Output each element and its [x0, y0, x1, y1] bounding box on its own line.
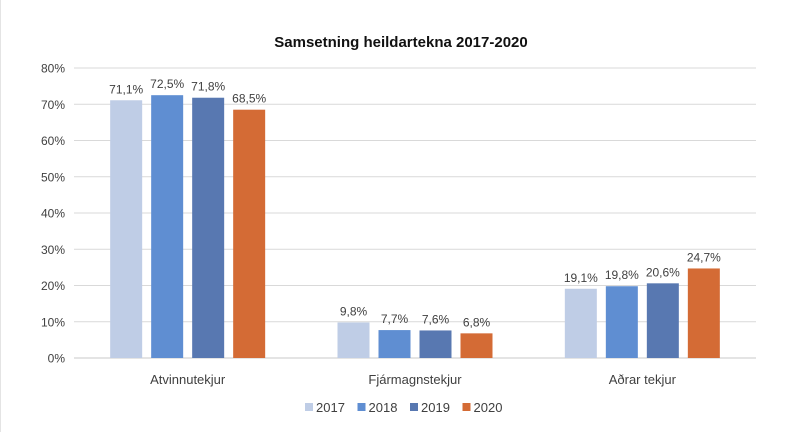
data-label: 19,1%: [564, 271, 598, 285]
bar-2020: [687, 268, 720, 358]
chart-title: Samsetning heildartekna 2017-2020: [274, 34, 527, 51]
data-label: 72,5%: [150, 77, 184, 91]
legend-label: 2020: [474, 400, 503, 415]
legend-label: 2018: [369, 400, 398, 415]
legend-label: 2019: [421, 400, 450, 415]
legend-swatch-2017: [305, 403, 313, 411]
bar-2019: [646, 283, 679, 358]
bar-2020: [460, 333, 493, 358]
bar-2020: [233, 109, 266, 358]
y-tick-label: 20%: [41, 279, 65, 293]
data-label: 6,8%: [463, 315, 491, 329]
y-tick-label: 30%: [41, 243, 65, 257]
legend-swatch-2018: [357, 403, 366, 411]
data-label: 7,7%: [381, 312, 409, 326]
y-tick-label: 40%: [41, 207, 65, 221]
y-tick-label: 80%: [41, 62, 65, 76]
y-tick-label: 0%: [48, 352, 66, 366]
data-label: 24,7%: [687, 250, 721, 264]
x-tick-label: Atvinnutekjur: [150, 372, 226, 387]
legend-label: 2017: [316, 400, 345, 415]
legend-swatch-2019: [410, 403, 418, 411]
y-tick-label: 60%: [41, 134, 65, 148]
bar-2017: [110, 100, 143, 358]
data-label: 7,6%: [422, 312, 450, 326]
y-tick-label: 10%: [41, 315, 65, 329]
legend-swatch-2020: [462, 403, 471, 411]
data-label: 20,6%: [646, 265, 680, 279]
bar-2018: [151, 95, 184, 358]
bar-2019: [419, 330, 452, 358]
bar-2018: [605, 286, 638, 358]
data-label: 71,8%: [191, 80, 225, 94]
bar-2017: [564, 288, 597, 358]
data-label: 19,8%: [605, 268, 639, 282]
bar-2017: [337, 322, 370, 358]
x-tick-label: Aðrar tekjur: [609, 372, 677, 387]
data-label: 71,1%: [109, 82, 143, 96]
y-tick-label: 70%: [41, 98, 65, 112]
bar-2019: [192, 97, 225, 358]
data-label: 9,8%: [340, 304, 368, 318]
y-tick-label: 50%: [41, 170, 65, 184]
x-tick-label: Fjármagnstekjur: [368, 372, 462, 387]
data-label: 68,5%: [232, 92, 266, 106]
bar-2018: [378, 330, 411, 358]
